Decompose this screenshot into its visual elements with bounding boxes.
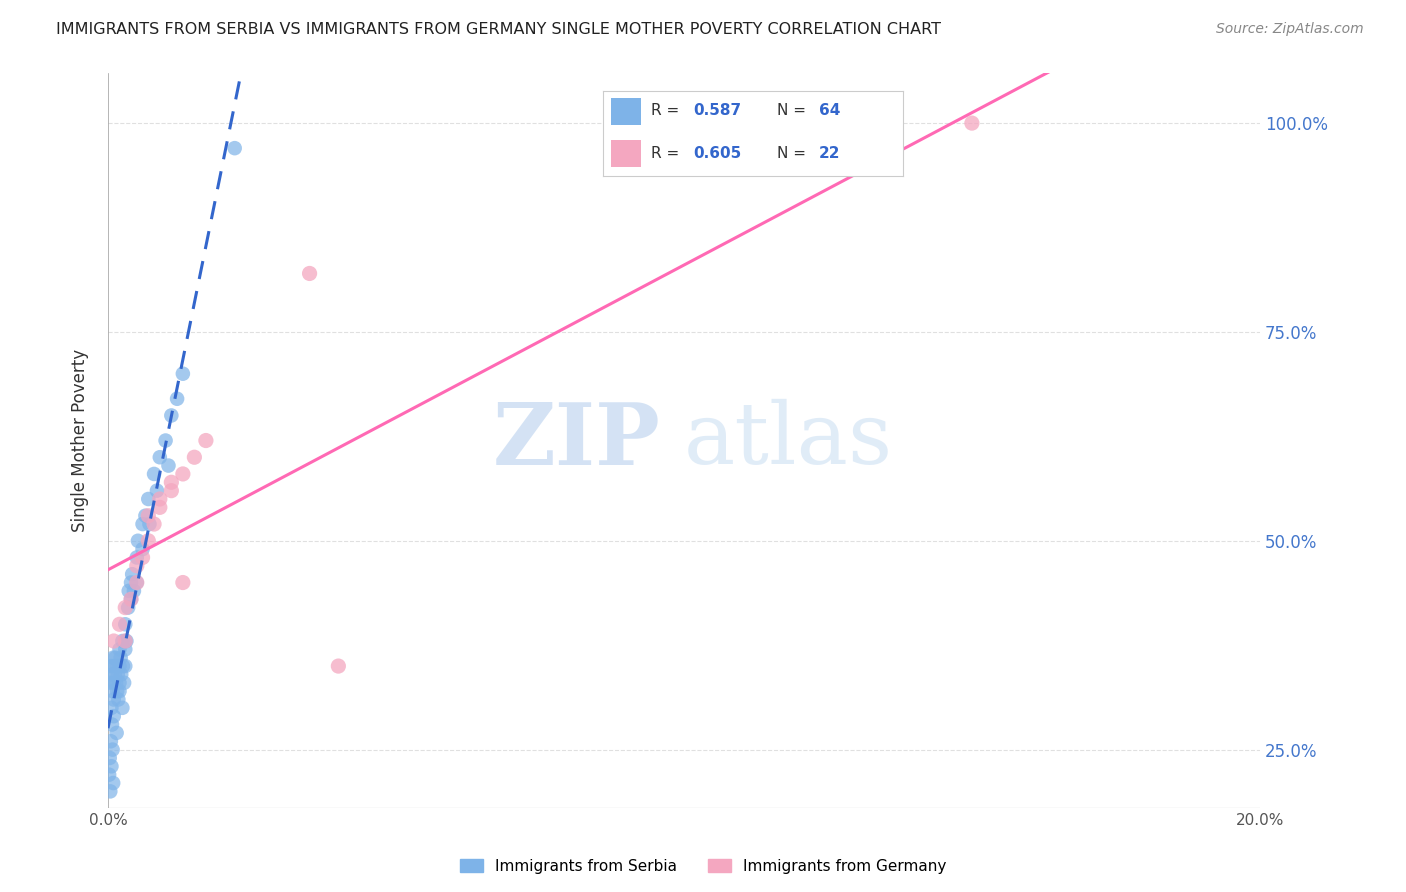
Point (100, 659, 122, 673)
Point (160, 475, 183, 490)
Point (160, 483, 183, 498)
Point (157, 458, 180, 473)
Point (105, 659, 128, 673)
Point (105, 726, 128, 740)
Point (112, 675, 135, 690)
Point (131, 517, 153, 532)
Point (172, 367, 194, 381)
Point (172, 575, 194, 590)
Point (328, 659, 350, 673)
Point (98, 784, 121, 798)
Point (120, 592, 142, 607)
Point (138, 517, 160, 532)
Point (121, 567, 143, 582)
Point (149, 450, 172, 465)
Point (136, 508, 159, 523)
Point (104, 667, 127, 681)
Point (105, 684, 128, 698)
Point (108, 642, 131, 657)
Point (98, 751, 121, 765)
Point (172, 467, 194, 481)
Point (120, 592, 142, 607)
Point (101, 650, 124, 665)
Point (101, 667, 124, 681)
Point (117, 600, 139, 615)
Point (125, 575, 148, 590)
Point (114, 617, 136, 632)
Point (101, 776, 124, 790)
Point (143, 467, 166, 481)
Point (100, 701, 122, 715)
Point (111, 634, 134, 648)
Point (114, 600, 136, 615)
Point (111, 701, 134, 715)
Point (108, 659, 131, 673)
Point (166, 392, 188, 406)
Point (136, 491, 159, 506)
Point (960, 116, 983, 130)
Point (110, 650, 132, 665)
Point (224, 141, 246, 155)
Point (127, 533, 149, 548)
Point (155, 434, 177, 448)
Point (125, 575, 148, 590)
Point (107, 667, 129, 681)
Point (100, 734, 122, 748)
Y-axis label: Single Mother Poverty: Single Mother Poverty (72, 349, 89, 533)
Point (194, 434, 217, 448)
Point (107, 692, 129, 706)
Point (298, 267, 321, 281)
Point (115, 634, 138, 648)
Text: atlas: atlas (683, 399, 893, 482)
Point (114, 642, 136, 657)
Point (108, 684, 131, 698)
Point (146, 483, 169, 498)
Point (118, 583, 141, 598)
Point (125, 550, 148, 565)
Legend: Immigrants from Serbia, Immigrants from Germany: Immigrants from Serbia, Immigrants from … (454, 853, 952, 880)
Point (103, 659, 125, 673)
Point (125, 558, 148, 573)
Point (101, 742, 124, 756)
Point (149, 491, 172, 506)
Point (114, 634, 136, 648)
Point (108, 617, 131, 632)
Point (100, 759, 122, 773)
Point (134, 508, 156, 523)
Point (160, 409, 183, 423)
Point (114, 634, 136, 648)
Point (103, 709, 125, 723)
Point (143, 517, 166, 532)
Point (114, 659, 136, 673)
Point (101, 717, 124, 731)
Point (98, 675, 121, 690)
Point (103, 634, 125, 648)
Point (136, 533, 159, 548)
Point (98, 767, 121, 781)
Point (103, 675, 125, 690)
Point (105, 675, 128, 690)
Point (122, 583, 145, 598)
Point (120, 575, 142, 590)
Point (103, 692, 125, 706)
Point (101, 684, 124, 698)
Point (183, 450, 205, 465)
Text: Source: ZipAtlas.com: Source: ZipAtlas.com (1216, 22, 1364, 37)
Point (131, 542, 153, 557)
Text: ZIP: ZIP (494, 399, 661, 483)
Point (131, 550, 153, 565)
Point (110, 667, 132, 681)
Point (108, 675, 131, 690)
Text: IMMIGRANTS FROM SERBIA VS IMMIGRANTS FROM GERMANY SINGLE MOTHER POVERTY CORRELAT: IMMIGRANTS FROM SERBIA VS IMMIGRANTS FRO… (56, 22, 941, 37)
Point (104, 650, 127, 665)
Point (149, 500, 172, 515)
Point (111, 659, 134, 673)
